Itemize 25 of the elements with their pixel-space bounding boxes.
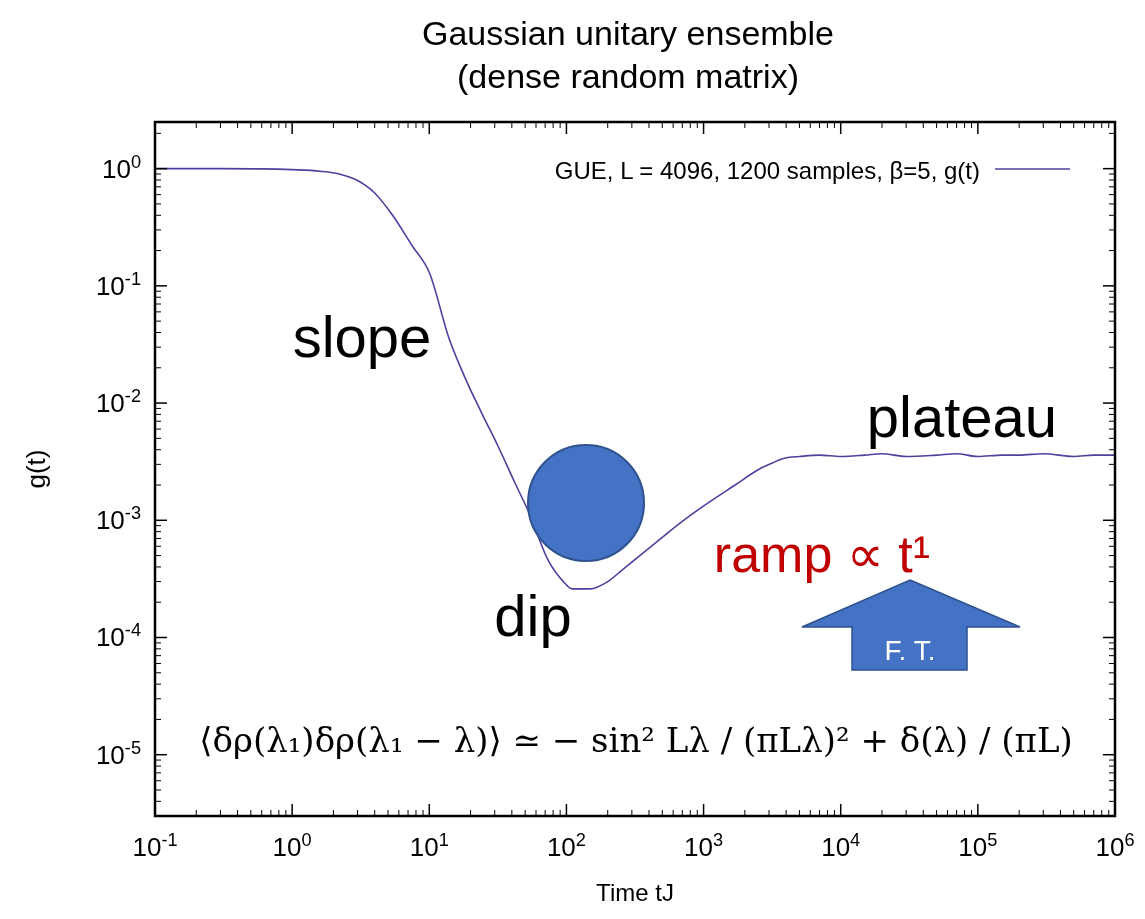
- annotation: ⟨δρ(λ₁)δρ(λ₁ − λ)⟩ ≃ − sin² Lλ / (πLλ)² + δ(λ) / (πL): [199, 720, 1073, 760]
- y-tick-label: 10$^{0}$: [101, 151, 141, 184]
- x-tick-label: 10$^{3}$: [684, 830, 724, 862]
- x-tick-label: 10$^{4}$: [821, 830, 861, 862]
- annotation: ramp ∝ t¹: [713, 525, 931, 583]
- y-tick-label: 10$^{-5}$: [95, 737, 141, 770]
- y-tick-label: 10$^{-4}$: [95, 620, 141, 653]
- y-tick-label: 10$^{-2}$: [95, 386, 141, 419]
- x-tick-label: 10$^{-1}$: [132, 830, 178, 862]
- y-tick-label: 10$^{-3}$: [95, 503, 141, 536]
- annotation: dip: [494, 583, 572, 648]
- chart-subtitle: (dense random matrix): [456, 57, 800, 95]
- chart-title: Gaussian unitary ensemble: [421, 14, 835, 52]
- x-tick-label: 10$^{0}$: [272, 830, 312, 862]
- x-tick-label: 10$^{2}$: [546, 830, 586, 862]
- annotation: plateau: [866, 384, 1058, 449]
- annotation: F. T.: [884, 635, 936, 666]
- x-tick-label: 10$^{5}$: [958, 830, 998, 862]
- x-tick-label: 10$^{6}$: [1095, 830, 1135, 862]
- x-tick-label: 10$^{1}$: [409, 830, 449, 862]
- y-tick-label: 10$^{-1}$: [95, 268, 141, 301]
- y-axis-title: g(t): [21, 449, 51, 489]
- annotation: slope: [292, 304, 432, 369]
- legend-label: GUE, L = 4096, 1200 samples, β=5, g(t): [554, 157, 980, 184]
- x-axis-title: Time tJ: [596, 879, 674, 906]
